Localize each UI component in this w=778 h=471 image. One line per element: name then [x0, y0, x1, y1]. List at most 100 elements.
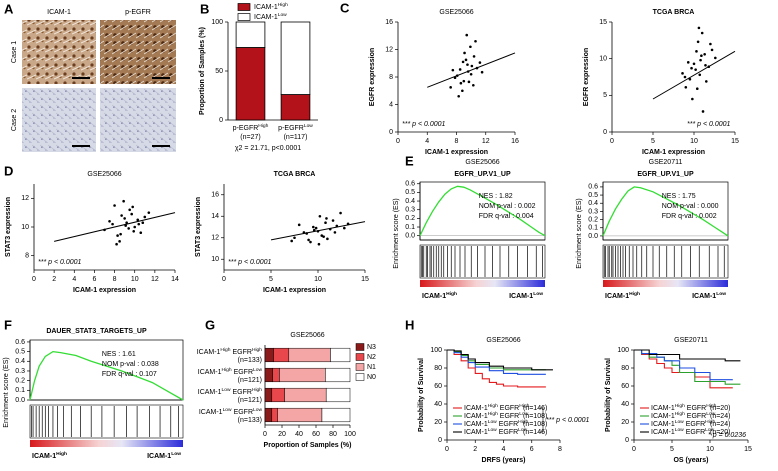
x-tick-label: 0 — [445, 446, 449, 453]
y-axis-label: Enrichment score (ES) — [3, 357, 10, 427]
low-label-part: ICAM-1 — [147, 453, 171, 460]
legend-n: (n=24) — [710, 413, 730, 420]
y-tick-label: 50 — [215, 68, 223, 75]
barcode-frame — [419, 244, 546, 279]
high-label: ICAM-1High — [605, 291, 640, 300]
y-tick-label: 0.0 — [405, 233, 415, 240]
point — [709, 42, 712, 46]
legend-label-part: High — [675, 403, 685, 409]
point — [451, 68, 455, 72]
annotation: *** p < 0.0001 — [546, 417, 590, 424]
point — [326, 237, 329, 241]
y-tick-label: ICAM-1Low EGFRHigh — [198, 387, 263, 396]
y-axis-label: Probability of Survival — [605, 358, 612, 432]
x-tick-label: 0 — [32, 276, 36, 283]
low-label-part: Low — [716, 291, 726, 297]
y-tick-label: 0.5 — [405, 189, 415, 196]
legend-label-part: High — [518, 419, 528, 425]
micrograph — [22, 20, 96, 84]
y-tick-label-part: ICAM-1 — [197, 349, 221, 356]
point — [339, 211, 342, 215]
point — [704, 63, 707, 67]
y-tick-label: 20 — [621, 419, 629, 426]
bar-segment — [271, 407, 278, 423]
low-label: ICAM-1Low — [509, 291, 543, 300]
x-tick-label: 60 — [312, 431, 320, 438]
stat-label: FDR q-val : 0.002 — [662, 213, 717, 220]
y-tick-label: 12 — [385, 46, 393, 53]
category-note: (n=27) — [240, 134, 260, 141]
y-tick-label: 0.1 — [15, 387, 25, 394]
bar-segment — [264, 347, 274, 363]
survival-curve — [447, 349, 546, 371]
chart-subtitle: EGFR_UP.V1_UP — [637, 171, 694, 178]
column-label: p-EGFR — [125, 9, 151, 16]
point — [127, 227, 130, 230]
x-tick-label: 10 — [314, 276, 322, 283]
chart-title: DAUER_STAT3_TARGETS_UP — [46, 328, 147, 335]
x-tick-label: 16 — [511, 138, 519, 145]
micrograph — [100, 20, 176, 84]
x-tick-label: 10 — [131, 276, 139, 283]
chart-title: GSE25066 — [290, 332, 324, 339]
legend-label-part: ICAM-1 — [651, 413, 675, 420]
legend-label-part: Low — [488, 427, 497, 433]
legend-swatch — [355, 343, 365, 351]
point — [143, 215, 147, 219]
y-axis-label: EGFR expression — [369, 48, 376, 106]
plot-frame — [602, 181, 729, 241]
y-tick-label: 0.6 — [405, 181, 415, 188]
chart-title: GSE20711 — [649, 159, 683, 166]
x-tick-label-part: Low — [304, 123, 313, 129]
y-tick-label-part: Low — [253, 407, 262, 413]
annotation: *** p < 0.0001 — [228, 259, 272, 266]
bar-segment — [280, 94, 311, 121]
y-tick-label: 60 — [434, 383, 442, 390]
point — [108, 219, 111, 223]
x-tick-label: 15 — [744, 446, 752, 453]
y-tick-label-part: EGFR — [232, 349, 251, 356]
category-note: (n=133) — [238, 357, 262, 364]
panel-label: B — [200, 1, 209, 16]
y-tick-label: 14 — [211, 213, 219, 220]
y-tick-label: 0.2 — [588, 216, 598, 223]
legend-label: N3 — [367, 344, 376, 351]
legend-label: ICAM-1High EGFRLow — [464, 411, 529, 420]
legend-swatch — [355, 363, 365, 371]
category-note: (n=121) — [238, 377, 262, 384]
bar-segment — [272, 367, 280, 383]
legend-label: N0 — [367, 374, 376, 381]
row-label: Case 1 — [11, 41, 18, 63]
x-tick-label: 0 — [263, 431, 267, 438]
y-axis-label: STAT3 expression — [5, 197, 12, 257]
x-tick-label: 8 — [113, 276, 117, 283]
x-tick-label: 4 — [72, 276, 76, 283]
high-label-part: High — [629, 291, 640, 297]
bar-segment — [277, 407, 323, 423]
point — [132, 230, 136, 233]
legend-label-part: ICAM-1 — [464, 421, 488, 428]
point — [463, 51, 466, 55]
barcode-frame — [602, 244, 729, 279]
panel-label: D — [4, 163, 13, 178]
panel-label: A — [4, 1, 14, 16]
x-tick-label: 0 — [396, 138, 400, 145]
x-tick-label: 6 — [92, 276, 96, 283]
panel-label: H — [405, 317, 414, 332]
x-tick-label: 14 — [171, 276, 179, 283]
y-tick-label: 80 — [434, 365, 442, 372]
y-tick-label: 15 — [599, 19, 607, 26]
legend-label-part: EGFR — [500, 413, 519, 420]
y-tick-label: 10 — [21, 224, 29, 231]
point — [307, 238, 310, 242]
legend-label-part: Low — [519, 411, 528, 417]
x-tick-label: 6 — [530, 446, 534, 453]
survival-curve — [634, 349, 733, 381]
point — [700, 31, 704, 35]
y-tick-label: 0 — [438, 437, 442, 444]
row-label: Case 2 — [11, 109, 18, 131]
x-tick-label: 10 — [690, 138, 698, 145]
survival-curve — [447, 349, 553, 371]
low-label-part: Low — [171, 451, 181, 457]
chart-title: GSE25066 — [87, 171, 121, 178]
